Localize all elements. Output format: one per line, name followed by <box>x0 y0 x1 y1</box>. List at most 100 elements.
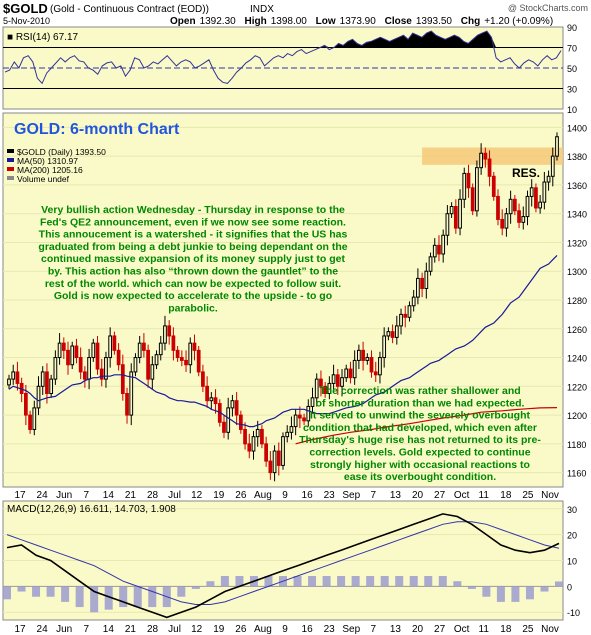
candle-body <box>293 414 298 428</box>
x-tick-label: Jul <box>168 490 181 501</box>
candle <box>167 320 172 345</box>
x-tick-label: Sep <box>342 624 360 635</box>
x-tick-label: 25 <box>522 490 534 501</box>
x-tick-label: 27 <box>434 624 446 635</box>
candle <box>264 436 269 467</box>
candle <box>188 337 193 374</box>
x-tick-label: Nov <box>541 490 559 501</box>
note-line: Thursday's huge rise has not returned to… <box>299 434 541 446</box>
candle-body <box>260 428 264 445</box>
candle <box>293 409 298 436</box>
candle <box>209 392 214 410</box>
candle <box>260 425 264 449</box>
x-tick-label: 26 <box>235 624 247 635</box>
candle <box>529 179 534 207</box>
candle <box>222 415 226 439</box>
candle <box>441 229 446 263</box>
note-line: correction levels. Gold expected to cont… <box>309 447 530 459</box>
x-tick-label: 23 <box>324 490 336 501</box>
candle-body <box>534 187 538 209</box>
note-line: continued massive expansion of its money… <box>41 253 345 265</box>
x-tick-label: 18 <box>500 490 512 501</box>
rsi-tick-label: 90 <box>567 23 577 33</box>
candle <box>365 353 370 365</box>
x-tick-label: Jun <box>56 490 72 501</box>
candle <box>331 364 336 391</box>
candle-body <box>453 206 458 229</box>
macd-histogram-bar <box>235 576 244 587</box>
x-tick-label: 14 <box>103 624 115 635</box>
candle <box>424 262 429 299</box>
price-tick-label: 1300 <box>567 267 587 277</box>
candle-body <box>428 256 433 272</box>
candle <box>432 238 437 263</box>
macd-panel: MACD(12,26,9) 16.611, 14.703, 1.908 30 20… <box>2 500 580 621</box>
x-tick-label: Oct <box>454 490 470 501</box>
candle <box>158 335 163 361</box>
candle-body <box>529 187 534 197</box>
x-tick-label: Aug <box>254 490 272 501</box>
candle-body <box>373 371 378 376</box>
candle-body <box>542 181 547 203</box>
candle <box>407 301 412 322</box>
candle-body <box>184 359 188 366</box>
candle-body <box>449 206 454 215</box>
candle-body <box>49 378 54 395</box>
macd-histogram-bar <box>177 586 186 597</box>
candle-body <box>243 428 247 445</box>
candle-body <box>45 371 49 394</box>
candle <box>104 351 108 388</box>
candle <box>302 413 306 426</box>
candle-body <box>512 198 517 212</box>
price-tick-label: 1200 <box>567 411 587 421</box>
x-tick-label: 7 <box>371 624 377 635</box>
candle-body <box>525 195 530 218</box>
candle <box>546 170 551 191</box>
macd-histogram-bar <box>351 576 360 587</box>
price-tick-label: 1320 <box>567 238 587 248</box>
candle-body <box>378 357 382 376</box>
note-line: Very bullish action Wednesday - Thursday… <box>41 204 345 216</box>
macd-histogram-bar <box>220 576 229 587</box>
price-tick-label: 1280 <box>567 296 587 306</box>
candle <box>542 171 547 210</box>
candle <box>555 132 559 161</box>
note-line: graduated from being a debt junkie to be… <box>38 241 347 253</box>
candle-body <box>66 349 70 366</box>
candle <box>95 335 100 375</box>
candle-body <box>445 213 450 236</box>
price-panel: RES. GOLD: 6-month Chart $GOLD (Daily) 1… <box>2 112 587 488</box>
x-tick-label: Jun <box>56 624 72 635</box>
rsi-panel: ■ RSI(14) 67.17 90 70 50 30 10 <box>2 23 577 115</box>
candle <box>28 410 32 434</box>
candle-body <box>331 374 336 384</box>
candle <box>234 392 239 426</box>
candle <box>272 445 277 482</box>
macd-histogram-bar <box>438 576 447 587</box>
candle <box>475 160 479 217</box>
candle-body <box>416 277 420 298</box>
candle-body <box>407 305 412 318</box>
candle-body <box>129 371 134 416</box>
candle <box>213 389 218 414</box>
candle <box>487 150 492 187</box>
candle-body <box>28 414 32 430</box>
candle-body <box>462 172 467 200</box>
candle-body <box>125 393 129 416</box>
candle-body <box>281 436 285 466</box>
legend-entry: $GOLD (Daily) 1393.50 <box>17 147 106 157</box>
x-tick-label: 16 <box>302 490 314 501</box>
candle <box>285 425 290 443</box>
candle-body <box>310 397 315 407</box>
macd-histogram-bar <box>525 586 534 600</box>
candle-body <box>53 357 58 380</box>
candle-body <box>234 400 239 416</box>
ma50-line <box>8 254 558 428</box>
macd-histogram-bar <box>467 586 476 589</box>
candle <box>310 387 315 414</box>
candle-body <box>116 349 121 366</box>
x-tick-label: 12 <box>191 624 203 635</box>
candle <box>247 433 252 459</box>
rsi-tick-label: 50 <box>567 64 577 74</box>
macd-histogram-bar <box>3 586 11 600</box>
